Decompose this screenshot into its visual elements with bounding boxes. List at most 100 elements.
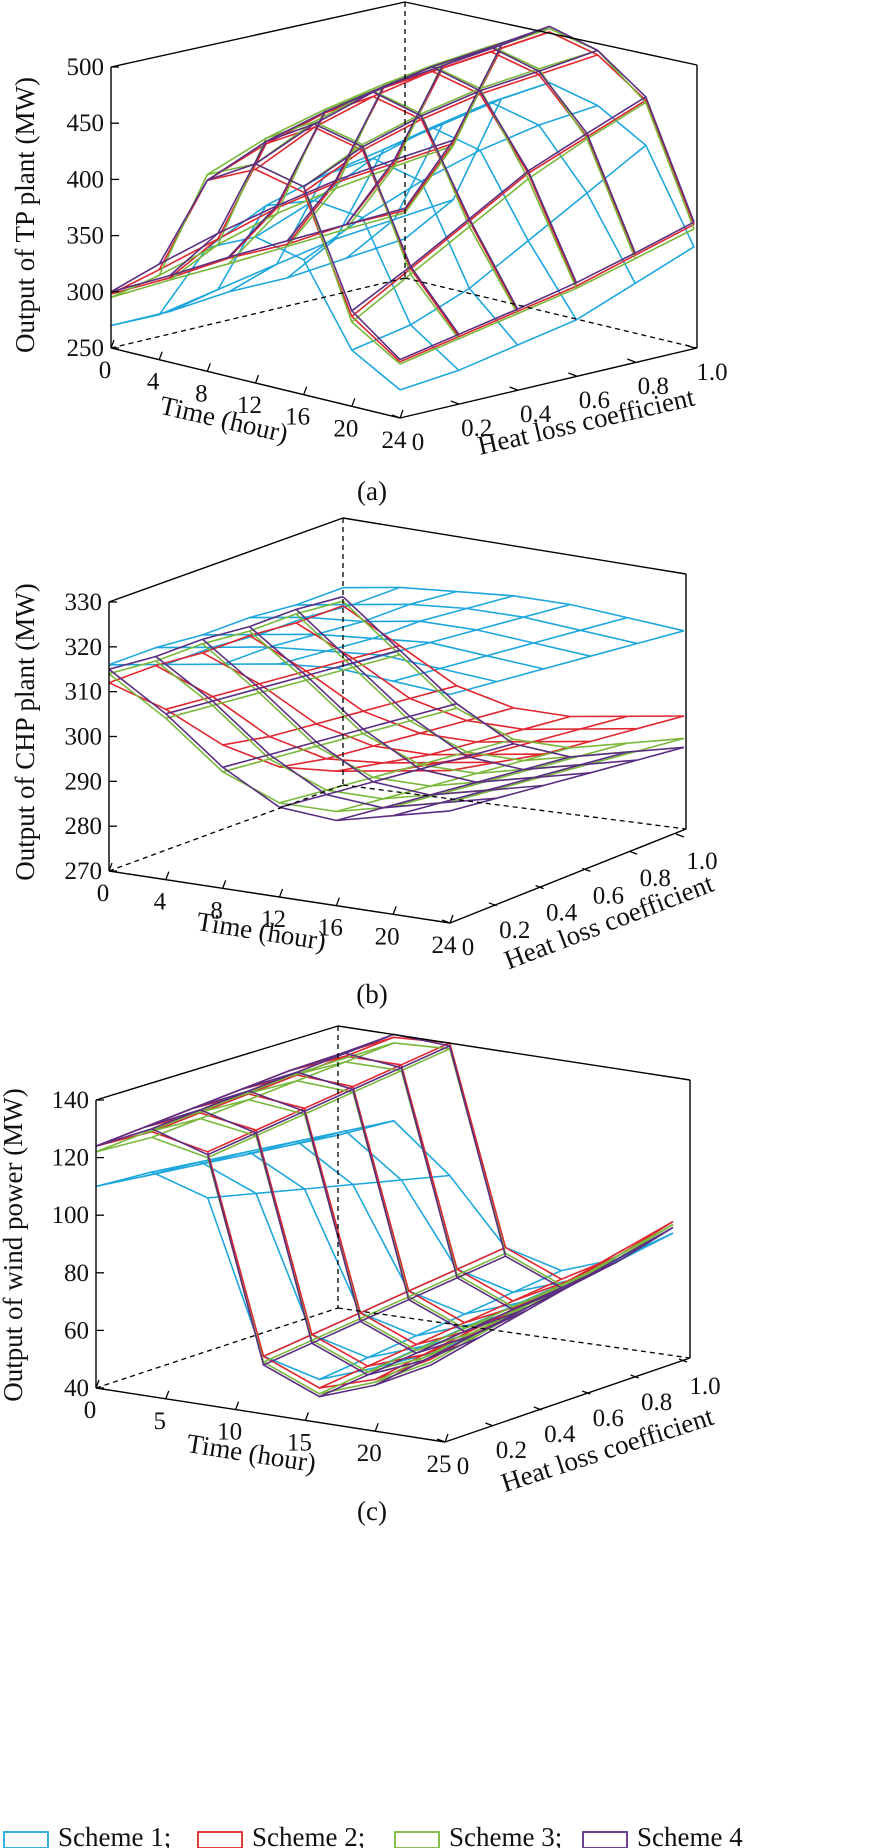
legend-label: Scheme 4 — [637, 1822, 743, 1848]
x-tick-label: 5 — [154, 1408, 167, 1435]
x-tick-label: 20 — [375, 923, 400, 950]
series-3-line-t4 — [336, 747, 571, 813]
series-1-line-t5 — [351, 144, 647, 351]
series-3-line-h1 — [155, 660, 497, 800]
series-4-line-h2 — [228, 91, 519, 310]
series-4-line-h2 — [192, 1090, 529, 1354]
y-tick-mark — [582, 867, 591, 873]
series-2-line-t1 — [151, 1036, 395, 1133]
x-tick-mark — [95, 1379, 100, 1389]
legend-swatch — [394, 1831, 440, 1848]
series-3-line-t3 — [263, 1252, 506, 1363]
series-1-line-h4 — [345, 101, 636, 284]
x-axis-ticks: 0 4 8 12 16 20 24 — [99, 339, 408, 454]
y-tick-mark — [450, 400, 460, 405]
x-tick-label: 4 — [147, 369, 160, 396]
series-4-wireframe — [110, 25, 695, 361]
series-3-line-t6 — [399, 228, 695, 365]
surface-layer — [110, 25, 695, 391]
series-1-line-t6 — [399, 246, 695, 391]
series-3-line-t5 — [351, 101, 647, 323]
x-tick-mark — [303, 386, 308, 395]
series-4-line-t2 — [206, 44, 502, 181]
x-axis-ticks: 0 4 8 12 16 20 24 — [97, 862, 457, 959]
x-tick-label: 16 — [285, 404, 310, 431]
y-tick-mark — [626, 358, 636, 363]
series-4-line-t3 — [279, 743, 514, 809]
z-tick-label: 80 — [64, 1260, 89, 1287]
series-4-line-t6 — [399, 221, 695, 361]
series-2-line-h3 — [286, 70, 578, 287]
z-tick-label: 300 — [67, 279, 105, 306]
legend-swatch — [3, 1831, 49, 1848]
series-3-line-t0 — [108, 600, 344, 675]
series-4-wireframe — [108, 595, 685, 822]
series-4-line-t2 — [207, 1045, 451, 1156]
series-1-line-t2 — [207, 1174, 450, 1199]
y-axis-ticks: 0 0.2 0.4 0.6 0.8 1.0 — [391, 344, 728, 456]
z-tick-label: 120 — [52, 1145, 90, 1172]
series-3-line-h5 — [337, 1042, 674, 1286]
z-axis-label: Output of TP plant (MW) — [10, 77, 40, 353]
series-4-line-t3 — [263, 1255, 506, 1366]
z-tick-label: 250 — [67, 335, 105, 362]
y-tick-label: 0 — [412, 429, 425, 456]
legend-item-scheme-2[interactable]: Scheme 2; — [197, 1822, 365, 1848]
x-tick-label: 0 — [84, 1397, 97, 1424]
series-1-line-h5 — [342, 586, 685, 632]
y-tick-label: 0.6 — [593, 882, 624, 909]
x-tick-label: 20 — [333, 415, 358, 442]
series-2-line-t2 — [206, 47, 502, 181]
x-tick-label: 12 — [261, 906, 286, 933]
y-tick-label: 0.6 — [579, 387, 610, 414]
y-tick-mark — [535, 884, 544, 890]
surface-layer — [108, 586, 685, 822]
y-tick-label: 1.0 — [696, 359, 727, 386]
series-1-line-t0 — [108, 586, 344, 666]
series-4-line-t0 — [110, 207, 406, 293]
legend-item-scheme-3[interactable]: Scheme 3; — [394, 1822, 562, 1848]
x-tick-mark — [392, 906, 397, 915]
y-tick-mark — [391, 414, 401, 419]
x-tick-label: 20 — [357, 1440, 382, 1467]
series-3-line-t6 — [449, 737, 685, 803]
series-1-line-t2 — [222, 590, 457, 665]
z-tick-label: 400 — [67, 166, 105, 193]
z-tick-label: 330 — [65, 589, 103, 616]
y-tick-mark — [581, 1390, 591, 1395]
series-2-line-t5 — [393, 715, 628, 772]
series-3-line-t1 — [151, 1042, 395, 1139]
panel-caption: (a) — [357, 476, 387, 506]
series-1-line-h3 — [249, 616, 591, 657]
y-tick-label: 0.2 — [499, 917, 530, 944]
y-axis-ticks: 0 0.2 0.4 0.6 0.8 1.0 — [441, 833, 718, 961]
series-3-line-t3 — [279, 738, 514, 804]
series-1-line-t3 — [279, 595, 514, 665]
x-tick-mark — [278, 888, 284, 898]
legend-item-scheme-4[interactable]: Scheme 4 — [582, 1822, 743, 1848]
series-2-line-t0 — [108, 604, 344, 684]
series-2-line-t3 — [279, 707, 514, 768]
y-tick-mark — [675, 833, 685, 838]
series-1-line-t1 — [151, 1120, 394, 1173]
z-axis-ticks: 270 280 290 300 310 320 330 — [65, 589, 117, 885]
x-tick-label: 24 — [382, 427, 408, 454]
series-3-line-t2 — [222, 707, 457, 773]
x-tick-mark — [351, 398, 356, 407]
series-2-line-h0 — [108, 681, 451, 773]
series-4-line-t5 — [392, 751, 628, 817]
y-tick-label: 0.2 — [461, 415, 492, 442]
x-tick-label: 16 — [318, 915, 343, 942]
x-axis-ticks: 0 5 10 15 20 25 — [84, 1379, 452, 1478]
legend-item-scheme-1[interactable]: Scheme 1; — [3, 1822, 171, 1848]
series-3-line-t0 — [110, 212, 406, 299]
series-3-line-t2 — [207, 1048, 451, 1159]
y-tick-mark — [630, 1374, 639, 1379]
series-3-line-t1 — [165, 653, 401, 720]
x-tick-mark — [206, 363, 211, 372]
series-1-line-h3 — [286, 126, 578, 321]
panel-c: 40 60 80 100 120 140 0 5 10 15 20 25 0 0.2 0.4 0.6 0.8… — [0, 1025, 721, 1526]
series-4-wireframe — [95, 1033, 674, 1398]
x-tick-mark — [254, 374, 260, 384]
